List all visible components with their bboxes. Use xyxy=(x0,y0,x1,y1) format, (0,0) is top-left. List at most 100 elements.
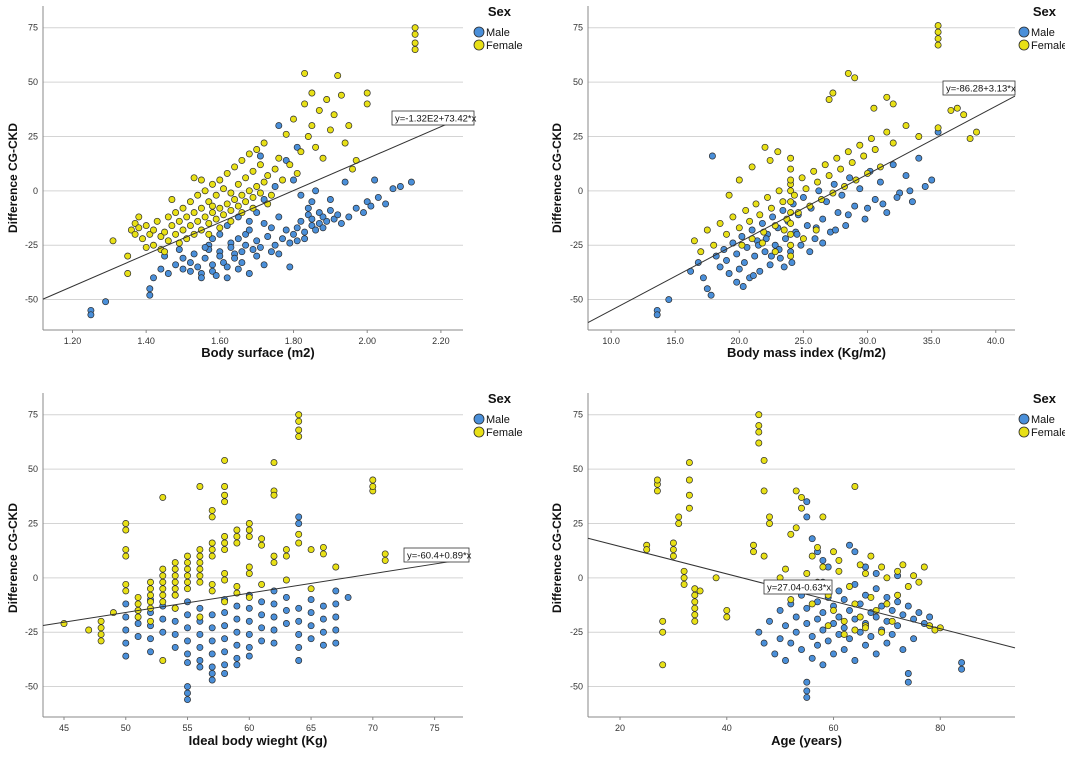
data-point-female xyxy=(258,535,266,543)
legend-marker-female xyxy=(473,426,485,438)
x-tick-label: 40 xyxy=(722,723,732,733)
data-point-female xyxy=(883,600,891,608)
y-tick-label: 0 xyxy=(578,186,583,196)
data-point-female xyxy=(332,563,340,571)
data-point-female xyxy=(691,591,699,599)
data-point-female xyxy=(197,204,205,212)
data-point-female xyxy=(824,622,832,630)
data-point-male xyxy=(102,298,110,306)
data-point-female xyxy=(308,122,316,130)
data-point-male xyxy=(851,202,859,210)
data-point-male xyxy=(803,620,811,627)
y-tick-label: -50 xyxy=(25,682,38,692)
data-point-male xyxy=(233,654,241,662)
data-point-female xyxy=(729,213,737,221)
data-point-male xyxy=(824,637,832,645)
data-point-male xyxy=(315,219,323,227)
data-point-female xyxy=(122,580,130,588)
data-point-female xyxy=(159,585,167,593)
x-axis-title: Body mass index (Kg/m2) xyxy=(727,345,886,360)
series-male xyxy=(653,128,942,319)
data-point-female xyxy=(171,572,179,580)
data-point-male xyxy=(184,659,191,667)
data-point-male xyxy=(803,693,811,701)
data-point-male xyxy=(872,585,880,593)
data-point-male xyxy=(221,661,229,669)
data-point-male xyxy=(808,535,816,543)
data-point-female xyxy=(267,191,275,199)
data-point-female xyxy=(723,613,731,621)
data-point-female xyxy=(758,239,766,247)
data-point-female xyxy=(798,174,806,182)
data-point-female xyxy=(194,217,202,225)
x-tick-label: 60 xyxy=(244,723,254,733)
data-point-female xyxy=(147,617,154,625)
chart-panel-4: -50 -25 0 25 50 75 20 40 60 80 Difference CG-CKD Ag… xyxy=(550,391,1065,748)
data-point-female xyxy=(878,628,886,636)
legend-title: Sex xyxy=(1033,391,1057,406)
data-point-male xyxy=(212,272,220,280)
data-point-female xyxy=(221,546,229,554)
data-point-male xyxy=(216,230,224,238)
data-point-male xyxy=(223,274,231,282)
y-tick-label: -50 xyxy=(570,295,583,305)
data-point-male xyxy=(260,219,268,227)
data-point-female xyxy=(659,628,667,636)
data-point-female xyxy=(685,504,693,512)
data-point-female xyxy=(134,600,142,608)
data-point-male xyxy=(776,606,784,614)
x-tick-label: 55 xyxy=(183,723,193,733)
data-point-female xyxy=(766,520,773,527)
data-point-female xyxy=(755,422,763,430)
y-tick-label: 75 xyxy=(28,23,38,33)
y-tick-label: -50 xyxy=(570,682,583,692)
data-point-male xyxy=(312,226,320,234)
data-point-female xyxy=(319,550,327,558)
legend-label-female: Female xyxy=(486,40,523,52)
data-point-female xyxy=(233,533,241,540)
data-point-female xyxy=(221,483,229,490)
x-tick-label: 2.20 xyxy=(432,336,450,346)
data-point-male xyxy=(307,609,315,617)
data-point-female xyxy=(746,217,754,225)
data-point-female xyxy=(197,176,205,184)
data-point-female xyxy=(411,46,419,53)
data-point-male xyxy=(233,641,241,649)
data-point-male xyxy=(184,637,191,645)
legend-title: Sex xyxy=(488,391,512,406)
data-point-female xyxy=(856,141,864,149)
data-point-female xyxy=(286,161,294,169)
chart-panel-1: -50 -25 0 25 50 75 1.20 1.40 1.60 1.80 2.00 2.20 Dif… xyxy=(6,4,523,360)
data-point-male xyxy=(902,172,910,180)
data-point-female xyxy=(231,196,239,203)
legend-label-male: Male xyxy=(486,27,510,39)
series-female xyxy=(60,411,389,664)
data-point-female xyxy=(153,217,161,225)
data-point-male xyxy=(708,152,716,160)
data-point-male xyxy=(811,235,819,243)
equation-label: y=-60.4+0.89*x xyxy=(407,551,472,562)
data-point-male xyxy=(751,252,759,260)
data-point-female xyxy=(223,169,231,177)
data-point-female xyxy=(669,552,677,560)
data-point-female xyxy=(164,213,172,221)
data-point-female xyxy=(904,583,912,590)
data-point-female xyxy=(142,222,150,230)
data-point-female xyxy=(780,226,788,234)
data-point-female xyxy=(867,593,875,601)
data-point-female xyxy=(755,411,763,419)
data-point-female xyxy=(323,96,331,103)
data-point-female xyxy=(208,587,216,595)
data-point-female xyxy=(97,624,105,632)
data-point-female xyxy=(697,248,705,256)
data-point-female xyxy=(260,139,268,147)
data-point-male xyxy=(184,683,191,691)
data-point-female xyxy=(282,130,290,138)
data-point-male xyxy=(819,661,827,669)
data-point-female xyxy=(787,154,795,162)
data-point-female xyxy=(171,559,179,567)
data-point-female xyxy=(147,578,154,586)
data-point-male xyxy=(755,628,763,636)
